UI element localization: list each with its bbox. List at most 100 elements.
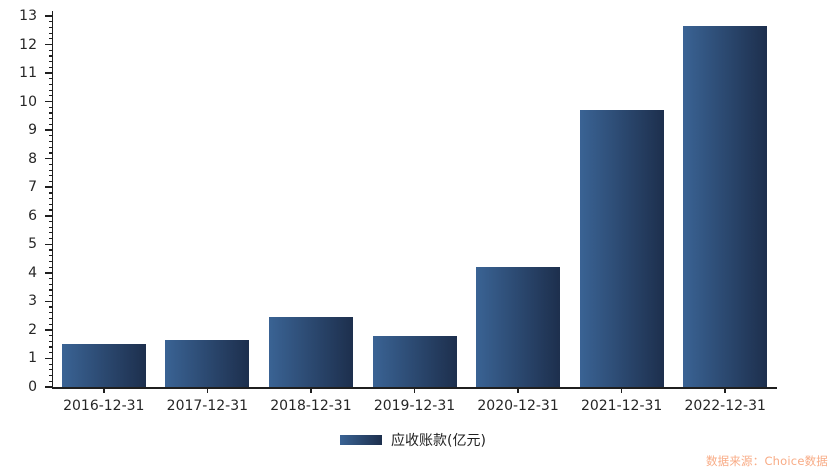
y-minor-tick [48,306,52,308]
y-minor-tick [48,369,52,371]
y-tick-label: 9 [28,122,37,139]
x-tick-label: 2022-12-31 [684,398,766,414]
bar [476,267,561,387]
y-minor-tick [48,61,52,63]
bar [579,110,664,387]
y-minor-tick [48,89,52,91]
y-major-tick [45,243,52,246]
y-minor-tick [48,255,52,257]
y-major-tick [45,43,52,46]
y-minor-tick [48,95,52,97]
y-major-tick [45,215,52,217]
y-minor-tick [48,21,52,23]
y-minor-tick [48,323,52,325]
source-credit: 数据来源：Choice数据 [705,454,828,468]
y-minor-tick [48,123,52,126]
y-minor-tick [48,352,52,354]
x-tick [310,388,312,393]
y-tick-label: 10 [19,93,37,110]
y-minor-tick [48,180,52,183]
y-minor-tick [48,312,52,314]
y-minor-tick [48,335,52,337]
y-minor-tick [48,78,52,80]
y-minor-tick [48,146,52,148]
x-tick [413,388,416,393]
x-tick-label: 2018-12-31 [270,398,352,414]
y-minor-tick [48,26,52,28]
y-minor-tick [48,226,52,228]
y-minor-tick [48,163,52,165]
y-major-tick [45,300,52,303]
y-tick-label: 5 [28,236,37,253]
y-minor-tick [48,118,52,120]
y-major-tick [45,186,52,188]
legend: 应收账款(亿元) [340,430,486,450]
x-tick [724,388,726,393]
y-minor-tick [48,317,52,320]
x-tick [517,388,519,393]
bar [683,25,768,387]
y-minor-tick [48,192,52,194]
y-tick-label: 4 [28,264,37,281]
x-tick-label: 2019-12-31 [373,398,456,414]
x-tick [620,388,623,393]
y-minor-tick [48,277,52,280]
y-minor-tick [48,283,52,285]
y-major-tick [45,272,52,274]
y-tick-label: 13 [19,8,37,24]
y-minor-tick [48,238,52,240]
y-major-tick [45,100,52,103]
y-minor-tick [48,220,52,223]
x-tick-label: 2017-12-31 [166,398,249,414]
y-minor-tick [48,140,52,143]
bar [61,344,146,387]
y-minor-tick [48,380,52,382]
y-minor-tick [48,346,52,348]
y-minor-tick [48,340,52,342]
y-minor-tick [48,32,52,34]
x-tick-label: 2016-12-31 [63,398,145,414]
y-major-tick [45,357,52,360]
x-tick [103,388,105,393]
y-tick-label: 8 [28,150,37,167]
y-minor-tick [48,289,52,291]
y-minor-tick [48,209,52,211]
y-minor-tick [48,232,52,234]
y-axis-line [51,11,53,389]
y-minor-tick [48,374,52,377]
y-major-tick [45,329,52,331]
y-minor-tick [48,169,52,171]
y-minor-tick [48,112,52,114]
y-minor-tick [48,83,52,86]
y-tick-label: 2 [28,321,37,338]
x-tick [206,388,209,393]
y-tick-label: 3 [28,293,37,310]
y-minor-tick [48,135,52,137]
legend-swatch [340,435,382,445]
y-tick-label: 6 [28,207,37,224]
y-minor-tick [48,38,52,40]
y-tick-label: 11 [19,65,37,82]
y-major-tick [45,129,52,131]
y-major-tick [45,15,52,17]
bar [165,339,250,387]
y-minor-tick [48,266,52,268]
legend-label: 应收账款(亿元) [391,433,486,449]
y-minor-tick [48,198,52,200]
y-minor-tick [48,49,52,51]
x-tick-label: 2021-12-31 [580,398,663,414]
y-minor-tick [48,152,52,154]
y-major-tick [45,386,52,388]
y-minor-tick [48,203,52,205]
y-minor-tick [48,363,52,365]
y-minor-tick [48,260,52,263]
y-minor-tick [48,55,52,57]
y-major-tick [45,157,52,160]
bar [268,317,353,387]
y-minor-tick [48,295,52,297]
y-minor-tick [48,106,52,108]
y-tick-label: 7 [28,179,37,196]
y-minor-tick [48,249,52,251]
y-tick-label: 0 [28,379,37,395]
